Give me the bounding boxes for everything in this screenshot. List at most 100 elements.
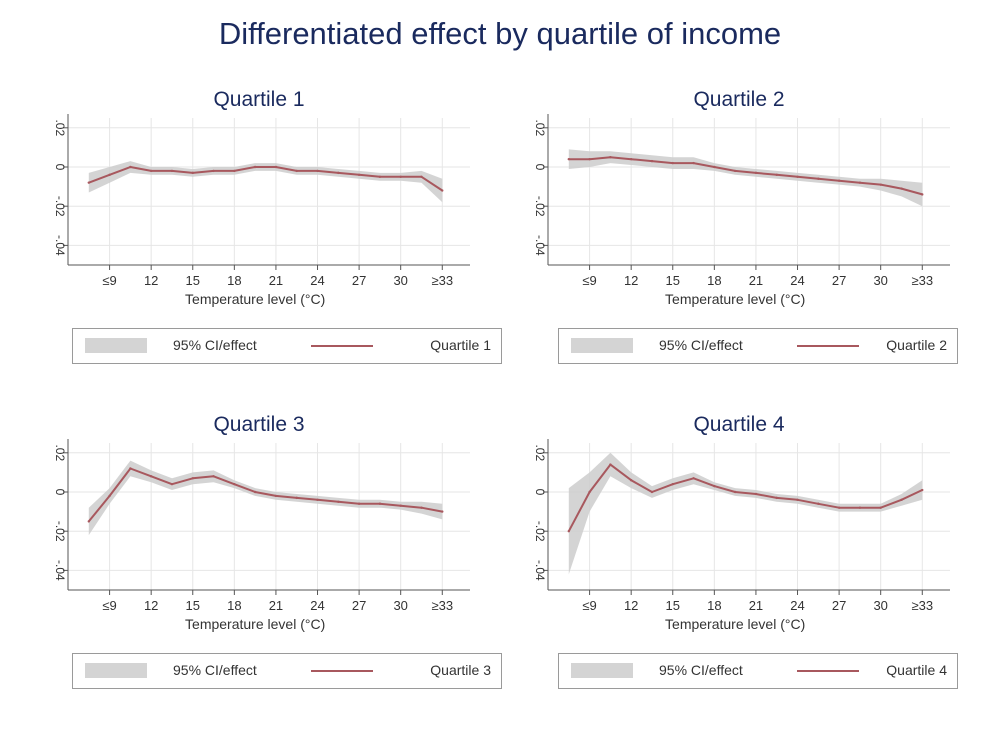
data-point — [921, 488, 924, 492]
x-tick-label: 27 — [352, 598, 366, 613]
chart-title: Quartile 3 — [213, 413, 304, 436]
x-tick-label: 30 — [393, 273, 407, 288]
data-point — [567, 157, 570, 161]
x-tick-label: 27 — [352, 273, 366, 288]
x-tick-label: 12 — [144, 598, 158, 613]
x-tick-label: 27 — [832, 273, 846, 288]
x-axis-label: Temperature level (°C) — [185, 616, 325, 632]
legend: 95% CI/effect Quartile 2 — [558, 328, 958, 364]
data-point — [337, 171, 340, 175]
ci-band — [568, 149, 923, 207]
data-point — [420, 175, 423, 178]
y-tick-label: .02 — [533, 444, 547, 461]
legend-ci-swatch — [85, 663, 147, 678]
x-tick-label: ≤9 — [582, 598, 596, 613]
data-point — [775, 496, 778, 500]
data-point — [316, 498, 319, 502]
data-point — [921, 193, 924, 196]
y-tick-label: -.02 — [53, 196, 67, 217]
y-tick-label: -.04 — [53, 560, 67, 581]
x-tick-label: 12 — [624, 273, 638, 288]
legend-line-swatch — [311, 670, 373, 672]
chart-title: Quartile 2 — [693, 88, 784, 111]
data-point — [629, 157, 633, 161]
x-tick-label: 15 — [186, 598, 200, 613]
data-point — [879, 506, 882, 509]
x-tick-label: 24 — [310, 598, 324, 613]
data-point — [87, 520, 90, 523]
data-point — [149, 169, 153, 173]
chart-quartile-1: Quartile 1 .02 0 -.02 -.04 ≤9 12 15 18 21 24 27 30 ≥3… — [53, 88, 470, 307]
data-point — [713, 165, 716, 169]
legend-ci-label: 95% CI/effect — [659, 337, 743, 353]
data-point — [129, 165, 132, 169]
panel-quartile-1: Quartile 1 .02 0 -.02 -.04 ≤9 12 15 18 21 24 27 30 ≥3… — [30, 80, 502, 405]
y-tick-label: -.04 — [533, 235, 547, 256]
panel-quartile-4: Quartile 4 .02 0 -.02 -.04 ≤9 12 15 18 21 24 27 30 ≥3… — [510, 405, 980, 730]
y-tick-label: -.04 — [533, 560, 547, 581]
data-point — [378, 502, 382, 505]
data-point — [212, 475, 215, 478]
x-tick-label: ≥33 — [911, 598, 933, 613]
x-tick-label: 30 — [393, 598, 407, 613]
data-point — [170, 169, 174, 173]
x-tick-label: 21 — [269, 598, 283, 613]
x-tick-label: 18 — [707, 598, 721, 613]
data-point — [295, 496, 298, 500]
x-tick-label: ≥33 — [431, 273, 453, 288]
x-tick-label: 21 — [749, 273, 763, 288]
data-point — [588, 490, 591, 494]
data-point — [754, 492, 758, 496]
data-point — [274, 165, 278, 169]
data-point — [149, 475, 153, 478]
data-point — [378, 175, 382, 178]
x-tick-label: 15 — [666, 598, 680, 613]
x-tick-label: 12 — [144, 273, 158, 288]
data-point — [796, 175, 799, 178]
legend-ci-label: 95% CI/effect — [659, 662, 743, 678]
y-tick-label: 0 — [53, 489, 67, 496]
data-point — [441, 189, 444, 192]
y-tick-label: 0 — [53, 164, 67, 171]
data-point — [357, 173, 361, 177]
data-point — [837, 179, 841, 182]
x-tick-label: ≤9 — [102, 273, 116, 288]
x-tick-label: 15 — [666, 273, 680, 288]
series-line — [88, 166, 443, 192]
data-point — [316, 169, 319, 173]
data-point — [87, 181, 90, 184]
data-point — [733, 169, 737, 173]
data-point — [817, 502, 820, 505]
data-point — [879, 183, 882, 186]
data-point — [170, 482, 174, 486]
data-point — [609, 463, 612, 466]
legend-ci-swatch — [571, 338, 633, 353]
data-point — [399, 175, 402, 178]
series-line — [567, 463, 923, 532]
data-point — [650, 490, 654, 494]
data-point — [692, 161, 695, 165]
data-point — [212, 169, 215, 173]
chart-quartile-4: Quartile 4 .02 0 -.02 -.04 ≤9 12 15 18 21 24 27 30 ≥3… — [533, 413, 950, 632]
data-point — [567, 530, 570, 533]
ci-band — [568, 452, 923, 575]
chart-title: Quartile 4 — [693, 413, 784, 436]
legend-ci-swatch — [571, 663, 633, 678]
data-point — [858, 506, 862, 509]
y-tick-label: -.04 — [53, 235, 67, 256]
data-point — [837, 506, 841, 509]
legend-ci-label: 95% CI/effect — [173, 337, 257, 353]
x-tick-label: ≤9 — [582, 273, 596, 288]
data-point — [253, 165, 257, 169]
x-tick-label: 24 — [790, 273, 804, 288]
legend-series-label: Quartile 2 — [886, 337, 947, 353]
data-point — [671, 482, 674, 486]
legend-line-swatch — [311, 345, 373, 347]
panel-quartile-3: Quartile 3 .02 0 -.02 -.04 ≤9 12 15 18 21 24 27 30 ≥3… — [30, 405, 502, 730]
x-tick-label: 18 — [227, 273, 241, 288]
x-tick-label: ≤9 — [102, 598, 116, 613]
y-tick-label: -.02 — [533, 521, 547, 542]
x-tick-label: ≥33 — [911, 273, 933, 288]
data-point — [295, 169, 298, 173]
data-point — [129, 467, 132, 470]
